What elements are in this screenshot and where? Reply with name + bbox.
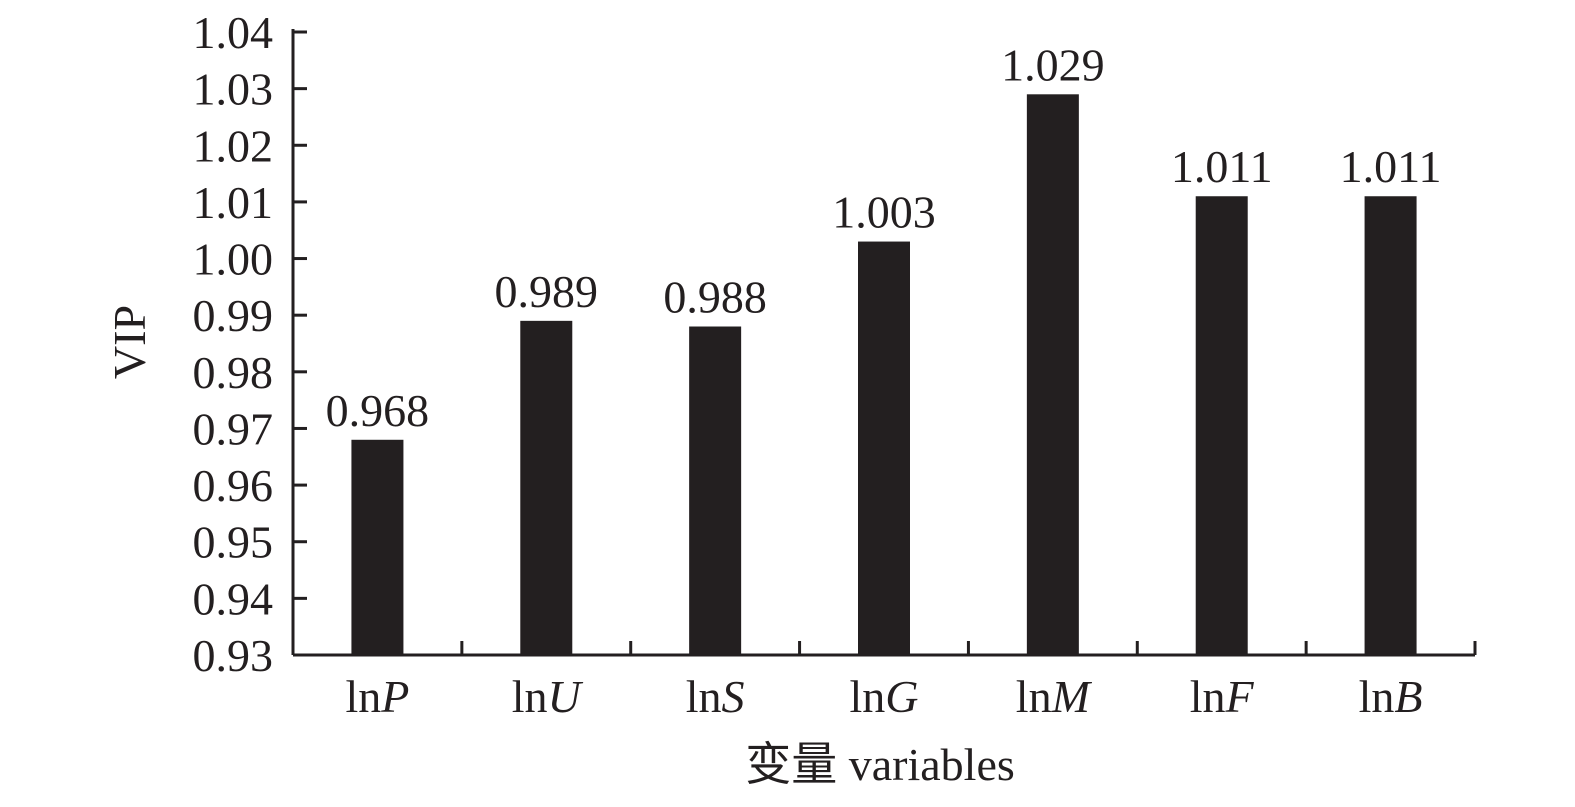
y-tick-label: 0.97 [193,403,274,454]
x-tick-label: lnF [1190,671,1255,722]
y-tick-label: 1.02 [193,120,274,171]
data-label: 1.011 [1171,141,1273,192]
data-label: 1.003 [832,187,936,238]
y-tick-label: 1.03 [193,64,274,115]
data-label: 1.011 [1340,141,1442,192]
y-tick-label: 1.01 [193,177,274,228]
data-label: 0.968 [326,385,430,436]
bar-lnP [351,439,404,655]
x-tick-label: lnB [1359,671,1423,722]
y-tick-label: 1.00 [193,234,274,285]
bar-lnS [689,326,742,655]
y-axis-label: VIP [104,305,155,379]
data-label: 1.029 [1001,39,1105,90]
y-tick-label: 0.98 [193,347,274,398]
y-tick-label: 0.99 [193,290,274,341]
x-tick-label: lnU [512,671,584,722]
data-label: 0.989 [495,266,599,317]
y-tick-label: 0.96 [193,460,274,511]
y-tick-label: 0.95 [193,517,274,568]
y-tick-label: 0.93 [193,630,274,681]
y-tick-label: 1.04 [193,7,274,58]
x-tick-label: lnM [1016,671,1093,722]
bar-lnM [1026,94,1079,656]
bar-lnU [520,320,573,655]
bar-lnB [1364,196,1417,655]
x-tick-label: lnP [345,671,409,722]
x-tick-label: lnG [849,671,918,722]
bar-lnF [1195,196,1248,655]
y-tick-label: 0.94 [193,573,274,624]
x-tick-label: lnS [686,671,745,722]
bar-lnG [858,241,910,655]
data-label: 0.988 [663,272,767,323]
x-axis-label: 变量 variables [745,739,1015,790]
